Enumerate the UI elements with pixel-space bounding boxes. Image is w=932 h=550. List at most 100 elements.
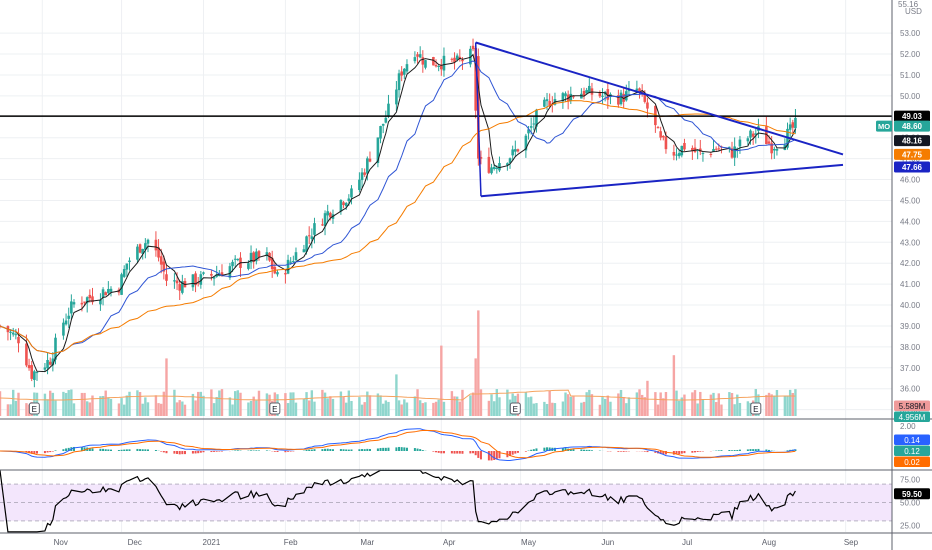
volume-bar <box>339 391 343 416</box>
candle-body <box>413 57 417 62</box>
candle-body <box>85 297 89 304</box>
volume-bar <box>162 391 166 416</box>
volume-bar <box>218 390 221 416</box>
candle-body <box>508 158 512 164</box>
candle-body <box>313 223 316 235</box>
volume-bar <box>450 391 454 416</box>
time-axis[interactable]: Nov Dec 2021 Feb Mar Apr May Jun Jul Aug Sep <box>54 538 859 547</box>
volume-bar <box>675 390 678 416</box>
volume-bar <box>421 403 425 416</box>
candle-body <box>646 102 649 109</box>
volume-bar <box>80 392 84 416</box>
macd-histogram-bar <box>35 451 38 454</box>
volume-bar <box>788 389 792 416</box>
candle-body <box>450 58 454 60</box>
volume-bar <box>72 403 76 416</box>
volume-bar <box>717 393 720 416</box>
price-tick-label: 51.00 <box>900 71 921 80</box>
earnings-marker-label: E <box>32 405 37 414</box>
macd-histogram-bar <box>234 450 237 451</box>
volume-bar <box>714 402 718 416</box>
volume-bar <box>358 397 361 416</box>
volume-bar <box>231 404 234 416</box>
macd-histogram-bar <box>405 447 408 451</box>
candle-body <box>162 261 166 272</box>
volume-bar <box>767 392 771 416</box>
volume-bar <box>770 394 773 416</box>
macd-histogram-bar <box>456 451 459 454</box>
macd-histogram-bar <box>104 449 107 451</box>
macd-histogram-bar <box>680 451 683 454</box>
macd-histogram-bar <box>754 449 757 451</box>
candle-body <box>138 244 142 253</box>
candle-body <box>122 269 126 277</box>
volume-bar <box>286 403 290 416</box>
candle-body <box>175 280 179 284</box>
macd-histogram-bar <box>178 451 181 455</box>
volume-bar <box>590 394 594 416</box>
time-axis-label: Aug <box>762 538 776 547</box>
volume-bar <box>680 397 684 416</box>
candle-body <box>738 139 742 147</box>
candle-body <box>635 88 639 91</box>
price-tick-label: 44.00 <box>900 217 921 226</box>
volume-bar <box>387 401 390 416</box>
volume-bar <box>603 398 607 416</box>
candle-body <box>424 60 427 68</box>
drawings[interactable] <box>0 41 892 198</box>
macd-histogram-bar <box>347 449 350 451</box>
price-tick-label: 50.00 <box>900 92 921 101</box>
volume-bar <box>49 390 52 416</box>
volume-bar <box>627 397 631 416</box>
macd-histogram-bar <box>339 449 342 451</box>
volume-bar <box>331 398 335 416</box>
candle-body <box>733 146 736 158</box>
macd-histogram-bar <box>144 449 147 451</box>
volume-bar <box>712 392 715 416</box>
volume-bar <box>524 392 528 416</box>
volume-bar <box>775 389 779 416</box>
candle-body <box>384 117 388 123</box>
candle-body <box>46 360 49 369</box>
volume-bar <box>51 392 55 416</box>
candle-body <box>664 136 668 150</box>
candle-body <box>265 252 269 256</box>
macd-histogram-bar <box>675 451 678 455</box>
volume-bar <box>183 404 187 416</box>
macd-histogram-bar <box>583 449 586 451</box>
candle-body <box>128 260 131 263</box>
macd-histogram-bar <box>197 451 200 454</box>
volume-bar <box>138 391 142 416</box>
macd-histogram-bar <box>646 451 649 453</box>
macd-histogram-bar <box>324 448 327 451</box>
candle-body <box>62 322 65 336</box>
price-tick-label: 45.00 <box>900 196 921 205</box>
candle-body <box>691 147 694 151</box>
volume-bar <box>582 401 586 416</box>
candle-body <box>527 129 530 134</box>
candle-body <box>136 246 139 260</box>
candle-body <box>548 101 551 106</box>
macd-histogram-bar <box>419 449 422 451</box>
volume-bar <box>202 395 205 416</box>
candle-body <box>730 148 734 158</box>
candle-body <box>683 142 686 150</box>
volume-bar <box>323 392 327 416</box>
triangle-base-line <box>474 42 482 197</box>
macd-histogram-bar <box>768 449 771 451</box>
time-axis-label: Apr <box>443 538 456 547</box>
volume-bar <box>310 390 314 416</box>
macd-histogram-bar <box>617 451 620 452</box>
candle-body <box>437 65 440 67</box>
volume-bar <box>0 391 2 416</box>
volume-bar <box>307 400 311 416</box>
volume-bar <box>532 403 536 416</box>
time-axis-label: May <box>521 538 536 547</box>
candle-body <box>305 236 308 252</box>
candle-body <box>125 263 129 270</box>
macd-histogram-bar <box>384 447 387 451</box>
volume-bar <box>363 402 366 416</box>
macd-histogram-bar <box>765 449 768 451</box>
price-tick-label: 38.00 <box>900 343 921 352</box>
